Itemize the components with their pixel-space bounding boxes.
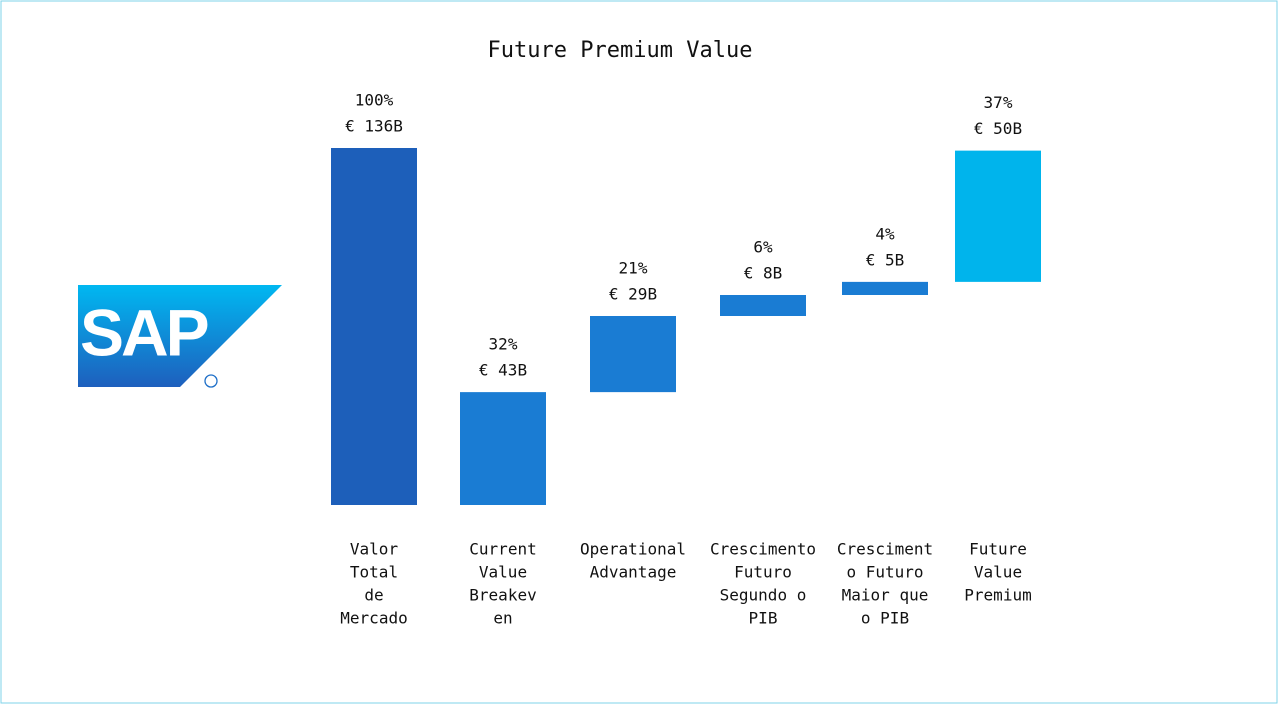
bar [590, 316, 676, 393]
category-label: en [493, 609, 512, 628]
category-label: Futuro [734, 563, 792, 582]
value-label: € 136B [345, 117, 403, 136]
value-label: € 29B [609, 285, 657, 304]
category-label: o Futuro [846, 563, 923, 582]
bar [720, 295, 806, 316]
percent-label: 21% [619, 259, 648, 278]
bar [955, 150, 1041, 282]
category-label: Current [469, 540, 536, 559]
bar [460, 392, 546, 505]
category-label: Segundo o [720, 586, 807, 605]
category-label: Total [350, 563, 398, 582]
category-label: Cresciment [837, 540, 933, 559]
value-label: € 8B [744, 264, 783, 283]
category-label: Crescimento [710, 540, 816, 559]
percent-label: 37% [984, 93, 1013, 112]
category-label: Breakev [469, 586, 536, 605]
bar [842, 281, 928, 295]
logo: SAP [78, 285, 282, 388]
category-label: Value [974, 563, 1022, 582]
chart-title: Future Premium Value [488, 38, 753, 63]
category-label: o PIB [861, 609, 909, 628]
category-label: Valor [350, 540, 399, 559]
category-label: de [364, 586, 383, 605]
category-label: Value [479, 563, 527, 582]
percent-label: 32% [489, 335, 518, 354]
category-label: Premium [964, 586, 1031, 605]
percent-label: 100% [355, 91, 394, 110]
category-label: Advantage [590, 563, 677, 582]
logo-shape [78, 285, 282, 387]
category-label: Mercado [340, 609, 407, 628]
bar [331, 148, 417, 505]
category-label: PIB [749, 609, 778, 628]
percent-label: 6% [753, 238, 773, 257]
percent-label: 4% [875, 224, 895, 243]
value-label: € 43B [479, 361, 527, 380]
category-label: Operational [580, 540, 686, 559]
value-label: € 5B [866, 250, 905, 269]
category-label: Maior que [842, 586, 929, 605]
logo-text: SAP [80, 295, 208, 369]
registered-mark [204, 374, 218, 388]
value-label: € 50B [974, 119, 1022, 138]
category-label: Future [969, 540, 1027, 559]
